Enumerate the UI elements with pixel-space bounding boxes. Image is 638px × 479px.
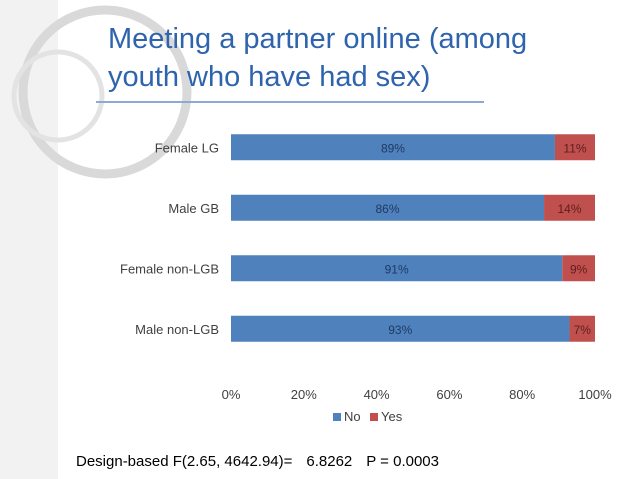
category-label: Male non-LGB	[135, 322, 219, 337]
x-tick-label: 20%	[291, 387, 317, 402]
slide-title-line-1: Meeting a partner online (among	[108, 23, 528, 55]
p-value: P = 0.0003	[366, 453, 439, 470]
data-label: 89%	[381, 141, 405, 155]
data-label: 9%	[570, 262, 588, 276]
data-label: 86%	[376, 202, 400, 216]
legend-label-no: No	[344, 409, 361, 424]
bar-segment-yes	[569, 315, 595, 342]
slide-title-line-2: youth who have had sex)	[108, 61, 431, 93]
bar-segment-yes	[562, 255, 595, 282]
x-tick-label: 0%	[222, 387, 241, 402]
data-label: 93%	[388, 323, 412, 337]
bar-segment-no	[231, 315, 570, 342]
x-tick-label: 80%	[509, 387, 535, 402]
data-label: 7%	[574, 323, 592, 337]
slide-title: Meeting a partner online (among youth wh…	[108, 20, 608, 96]
legend-swatch-no	[333, 413, 341, 421]
bar-segment-no	[231, 194, 545, 221]
statistical-test-footer: Design-based F(2.65, 4642.94)= 6.8262 P = …	[73, 452, 456, 472]
bar-segment-no	[231, 255, 563, 282]
data-label: 91%	[385, 262, 409, 276]
data-label: 14%	[558, 202, 582, 216]
category-label: Female non-LGB	[120, 261, 219, 276]
legend-swatch-yes	[370, 413, 378, 421]
data-label: 11%	[563, 141, 586, 155]
category-label: Female LG	[155, 140, 219, 155]
test-statistic-label: Design-based F(2.65, 4642.94)=	[76, 453, 293, 470]
bar-segment-yes	[554, 134, 595, 161]
bar-segment-no	[231, 134, 555, 161]
legend-label-yes: Yes	[381, 409, 403, 424]
x-tick-label: 100%	[578, 387, 612, 402]
bar-segment-yes	[544, 194, 595, 221]
x-tick-label: 40%	[364, 387, 390, 402]
category-label: Male GB	[168, 201, 219, 216]
x-tick-label: 60%	[436, 387, 462, 402]
f-value: 6.8262	[306, 453, 353, 470]
